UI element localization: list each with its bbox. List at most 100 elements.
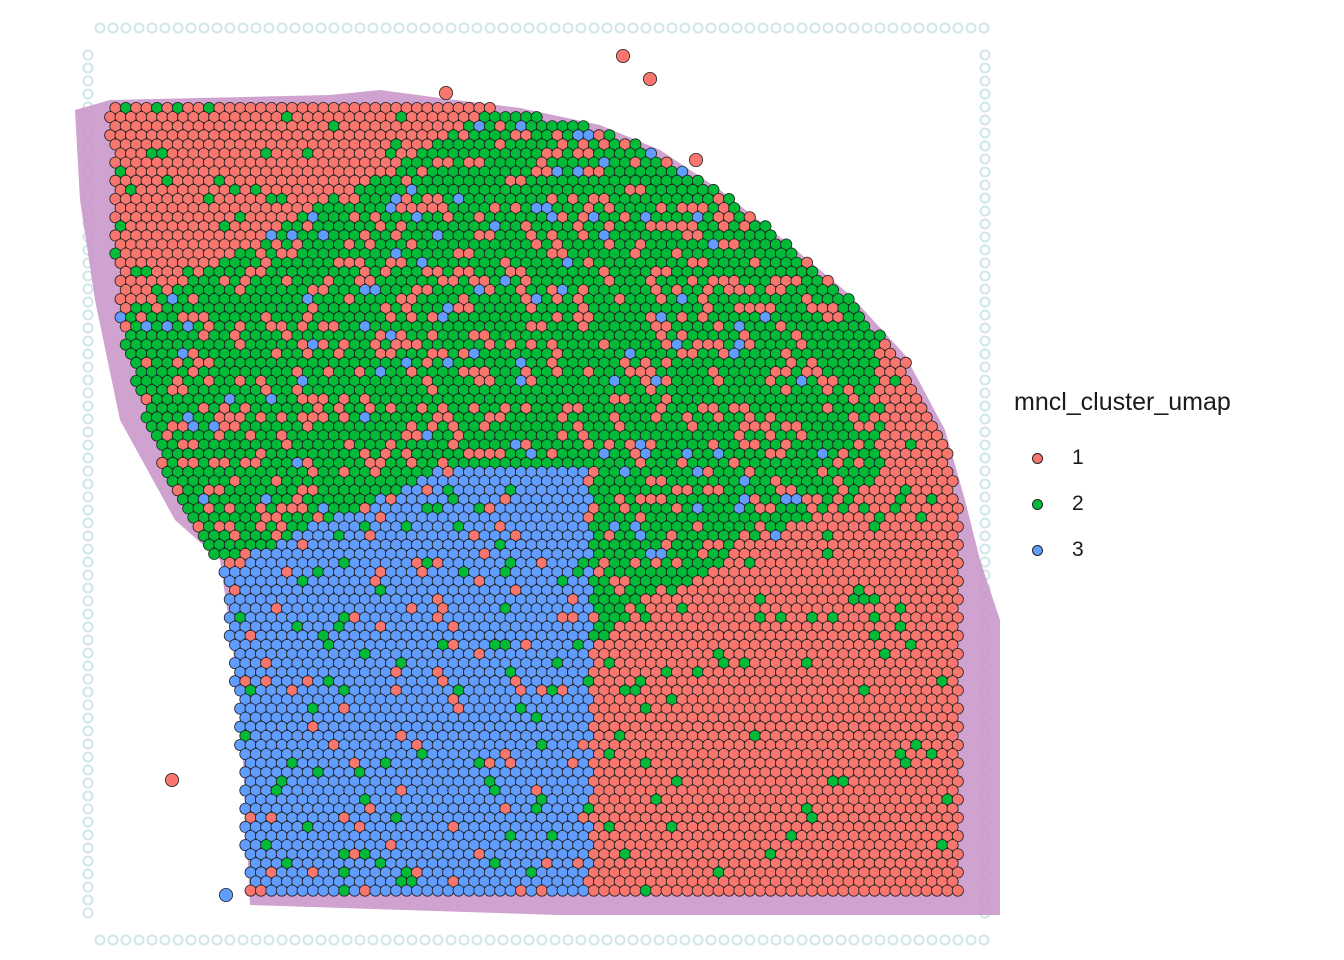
fiducial-dot — [458, 22, 470, 34]
fiducial-dot — [705, 934, 717, 946]
fiducial-dot — [82, 907, 94, 919]
fiducial-dot — [263, 22, 275, 34]
spot-point — [723, 192, 736, 205]
fiducial-dot — [419, 934, 431, 946]
fiducial-dot — [107, 934, 119, 946]
fiducial-dot — [965, 934, 977, 946]
fiducial-dot — [82, 634, 94, 646]
fiducial-dot — [979, 478, 991, 490]
fiducial-dot — [445, 22, 457, 34]
fiducial-dot — [666, 22, 678, 34]
fiducial-dot — [952, 22, 964, 34]
fiducial-dot — [979, 400, 991, 412]
fiducial-dot — [979, 530, 991, 542]
spot-point — [645, 147, 658, 160]
fiducial-dot — [354, 934, 366, 946]
fiducial-dot — [484, 22, 496, 34]
fiducial-dot — [939, 934, 951, 946]
fiducial-dot — [536, 934, 548, 946]
fiducial-dot — [82, 738, 94, 750]
fiducial-dot — [94, 22, 106, 34]
spot-point — [208, 547, 221, 560]
fiducial-dot — [979, 335, 991, 347]
fiducial-dot — [809, 934, 821, 946]
fiducial-dot — [979, 244, 991, 256]
fiducial-dot — [835, 22, 847, 34]
fiducial-dot — [601, 22, 613, 34]
fiducial-dot — [82, 374, 94, 386]
fiducial-dot — [82, 894, 94, 906]
fiducial-dot — [979, 114, 991, 126]
fiducial-dot — [367, 934, 379, 946]
fiducial-dot — [822, 934, 834, 946]
fiducial-dot — [979, 127, 991, 139]
fiducial-dot — [731, 934, 743, 946]
fiducial-dot — [380, 22, 392, 34]
fiducial-dot — [146, 22, 158, 34]
fiducial-dot — [82, 517, 94, 529]
fiducial-dot — [783, 934, 795, 946]
fiducial-dot — [289, 934, 301, 946]
fiducial-dot — [979, 192, 991, 204]
spot-point — [577, 120, 590, 133]
fiducial-dot — [979, 88, 991, 100]
fiducial-dot — [692, 22, 704, 34]
fiducial-dot — [979, 543, 991, 555]
fiducial-dot — [211, 934, 223, 946]
fiducial-dot — [82, 439, 94, 451]
fiducial-dot — [874, 22, 886, 34]
fiducial-dot — [82, 608, 94, 620]
fiducial-dot — [471, 934, 483, 946]
fiducial-dot — [120, 22, 132, 34]
fiducial-dot — [978, 934, 990, 946]
fiducial-dot — [82, 413, 94, 425]
fiducial-dot — [979, 270, 991, 282]
fiducial-dot — [705, 22, 717, 34]
fiducial-dot — [588, 22, 600, 34]
fiducial-dot — [82, 361, 94, 373]
spot-point — [676, 165, 689, 178]
fiducial-dot — [82, 283, 94, 295]
fiducial-dot — [510, 22, 522, 34]
fiducial-dot — [302, 22, 314, 34]
fiducial-dot — [82, 699, 94, 711]
fiducial-dot — [341, 934, 353, 946]
fiducial-dot — [979, 101, 991, 113]
fiducial-dot — [979, 153, 991, 165]
fiducial-dot — [82, 855, 94, 867]
fiducial-dot — [965, 22, 977, 34]
fiducial-dot — [575, 934, 587, 946]
fiducial-dot — [614, 934, 626, 946]
fiducial-dot — [979, 140, 991, 152]
fiducial-dot — [471, 22, 483, 34]
fiducial-dot — [979, 374, 991, 386]
fiducial-dot — [731, 22, 743, 34]
fiducial-dot — [237, 934, 249, 946]
fiducial-dot — [82, 335, 94, 347]
fiducial-dot — [82, 426, 94, 438]
fiducial-dot — [979, 166, 991, 178]
fiducial-dot — [82, 62, 94, 74]
fiducial-dot — [979, 452, 991, 464]
fiducial-dot — [692, 934, 704, 946]
fiducial-dot — [979, 179, 991, 191]
fiducial-dot — [82, 322, 94, 334]
fiducial-dot — [679, 22, 691, 34]
fiducial-dot — [328, 22, 340, 34]
fiducial-dot — [224, 934, 236, 946]
fiducial-dot — [549, 22, 561, 34]
fiducial-dot — [393, 934, 405, 946]
fiducial-dot — [172, 22, 184, 34]
fiducial-dot — [900, 934, 912, 946]
fiducial-dot — [640, 934, 652, 946]
fiducial-dot — [211, 22, 223, 34]
fiducial-dot — [861, 22, 873, 34]
spots-layer — [104, 49, 964, 903]
fiducial-dot — [796, 934, 808, 946]
fiducial-dot — [82, 296, 94, 308]
fiducial-dot — [979, 517, 991, 529]
fiducial-dot — [627, 22, 639, 34]
fiducial-dot — [979, 75, 991, 87]
fiducial-dot — [315, 22, 327, 34]
fiducial-dot — [82, 348, 94, 360]
